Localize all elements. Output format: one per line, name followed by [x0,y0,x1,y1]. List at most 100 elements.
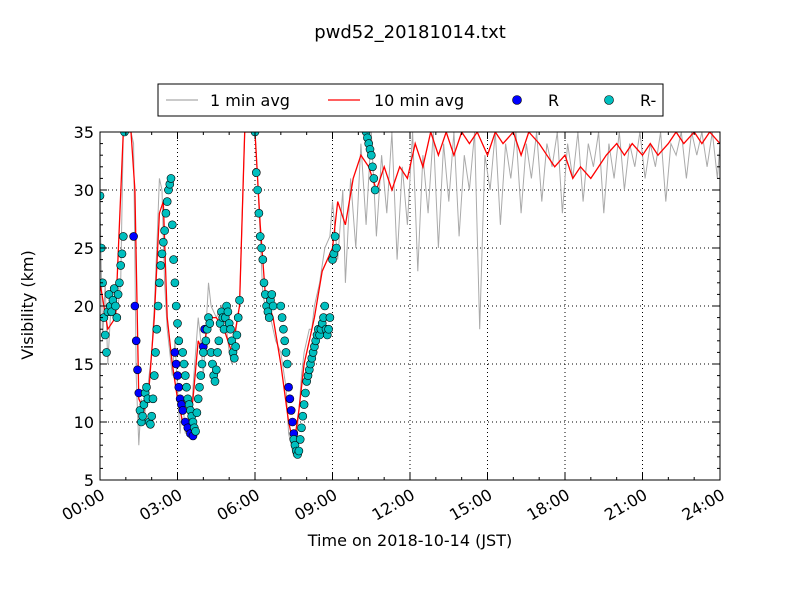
marker-R [129,232,138,241]
marker-Rminus [226,324,235,334]
marker-Rminus [100,278,107,288]
marker-Rminus [298,411,308,421]
marker-Rminus [330,232,340,241]
marker-Rminus [142,382,151,392]
marker-Rminus [210,377,220,386]
marker-Rminus [214,336,224,346]
x-tick-label: 09:00 [291,485,340,525]
marker-R [171,359,181,369]
marker-Rminus [155,278,164,288]
y-tick-label: 25 [74,239,94,258]
marker-Rminus [223,307,233,317]
x-tick-label: 12:00 [369,485,418,525]
marker-Rminus [258,255,268,264]
marker-R [173,371,182,380]
marker-R [130,301,140,311]
marker-R [285,394,295,404]
marker-Rminus [119,232,128,241]
marker-Rminus [282,359,292,369]
marker-Rminus [299,400,309,409]
marker-Rminus [294,446,304,456]
legend-marker-R [512,95,522,105]
marker-Rminus [231,342,240,351]
y-tick-label: 30 [74,181,94,200]
marker-Rminus [115,278,124,288]
legend: 1 min avg 10 min avg R R- [157,83,664,117]
marker-Rminus [173,319,182,328]
marker-Rminus [162,197,172,206]
marker-R [133,365,142,375]
x-axis-label: Time on 2018-10-14 (JST) [307,531,512,550]
x-tick-label: 24:00 [679,485,728,525]
marker-Rminus [332,243,341,253]
marker-Rminus [276,301,286,311]
marker-Rminus [151,348,160,357]
marker-Rminus [254,208,264,218]
y-tick-label: 20 [74,297,94,316]
marker-Rminus [161,208,171,218]
marker-Rminus [112,313,122,322]
marker-Rminus [277,313,287,322]
marker-Rminus [251,168,261,177]
marker-Rminus [267,290,277,299]
marker-Rminus [233,313,243,322]
marker-Rminus [297,423,306,433]
marker-R [178,406,187,415]
marker-Rminus [324,324,333,334]
marker-Rminus [325,313,335,322]
marker-Rminus [197,359,207,369]
marker-Rminus [235,295,244,305]
y-axis-label: Visibility (km) [18,250,37,359]
marker-R [286,406,296,415]
legend-label-R: R [548,91,559,110]
marker-Rminus [280,336,290,346]
marker-Rminus [152,324,162,334]
marker-Rminus [100,191,105,201]
x-tick-label: 03:00 [136,485,185,525]
marker-Rminus [196,371,206,380]
y-tick-label: 10 [74,413,94,432]
marker-Rminus [232,330,242,340]
marker-Rminus [168,220,177,230]
marker-Rminus [199,348,208,357]
marker-Rminus [195,382,204,392]
marker-R [284,382,293,392]
y-tick-label: 35 [74,123,94,142]
marker-Rminus [102,348,111,357]
marker-Rminus [191,426,200,436]
marker-Rminus [370,185,380,195]
y-tick-label: 5 [84,471,94,490]
marker-Rminus [257,243,266,253]
marker-Rminus [368,162,377,172]
marker-Rminus [259,278,269,288]
x-tick-label: 18:00 [524,485,573,525]
marker-Rminus [113,290,123,299]
marker-Rminus [230,353,239,363]
legend-label-avg1: 1 min avg [210,91,290,110]
marker-Rminus [212,365,221,375]
marker-R [170,348,180,357]
marker-Rminus [295,435,305,444]
marker-Rminus [320,301,330,311]
marker-Rminus [120,132,129,137]
marker-Rminus [264,313,274,322]
marker-Rminus [174,336,184,346]
marker-Rminus [146,419,155,429]
marker-R [288,417,297,427]
marker-Rminus [193,394,203,404]
marker-Rminus [153,301,163,311]
plot-area: 5 10 15 20 25 30 35 00:00 03:00 06:00 09:00 12:00 15… [59,123,728,525]
marker-Rminus [369,174,379,183]
marker-Rminus [281,348,291,357]
y-tick-label: 15 [74,355,94,374]
marker-Rminus [213,348,222,357]
marker-Rminus [111,301,120,311]
marker-Rminus [117,249,127,259]
marker-R [174,382,184,392]
marker-Rminus [169,255,178,264]
marker-Rminus [166,174,176,183]
marker-Rminus [181,371,190,380]
marker-Rminus [253,185,262,195]
marker-Rminus [116,261,125,270]
